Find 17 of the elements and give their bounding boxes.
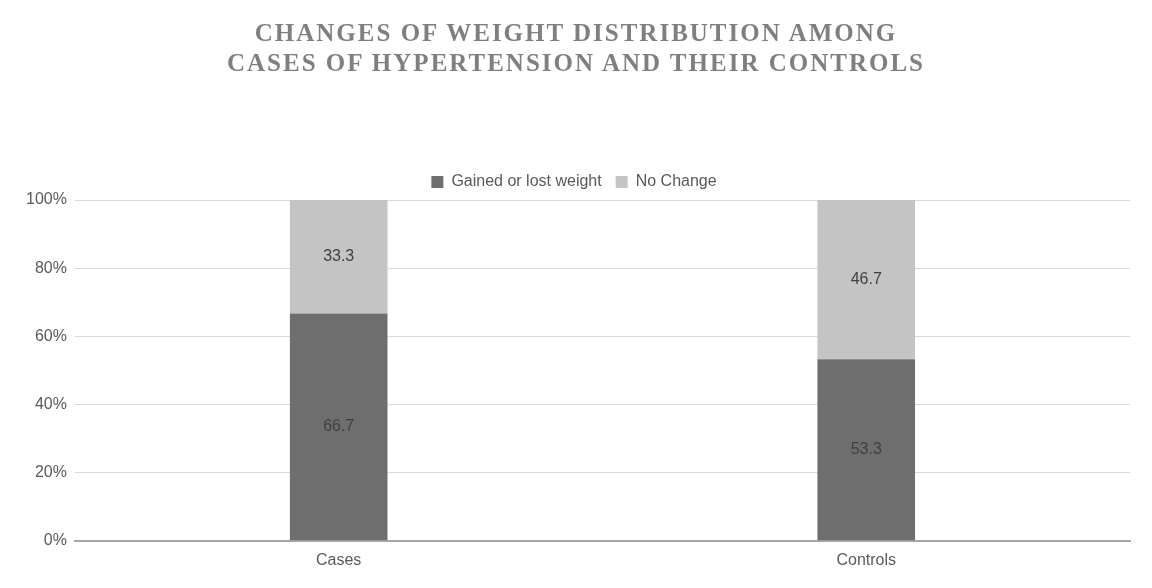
data-label: 46.7 bbox=[850, 269, 882, 287]
bar bbox=[817, 359, 916, 541]
legend-label: Gained or lost weight bbox=[451, 172, 603, 190]
y-tick-label: 20% bbox=[34, 463, 67, 481]
bar bbox=[289, 200, 388, 314]
x-tick-label: Cases bbox=[316, 550, 362, 568]
x-tick-label: Controls bbox=[836, 550, 897, 568]
bar bbox=[817, 200, 916, 360]
chart-title: CHANGES OF WEIGHT DISTRIBUTION AMONG CASES OF HYPERTENSION AND THEIR CONTROLS bbox=[226, 18, 926, 78]
legend-label: No Change bbox=[635, 172, 717, 190]
y-tick-label: 40% bbox=[34, 394, 67, 412]
y-tick-label: 100% bbox=[26, 190, 67, 208]
data-label: 33.3 bbox=[323, 247, 355, 265]
y-tick-label: 60% bbox=[34, 326, 67, 344]
y-tick-label: 0% bbox=[43, 531, 67, 549]
y-tick-label: 80% bbox=[34, 258, 67, 276]
bar bbox=[289, 313, 388, 541]
